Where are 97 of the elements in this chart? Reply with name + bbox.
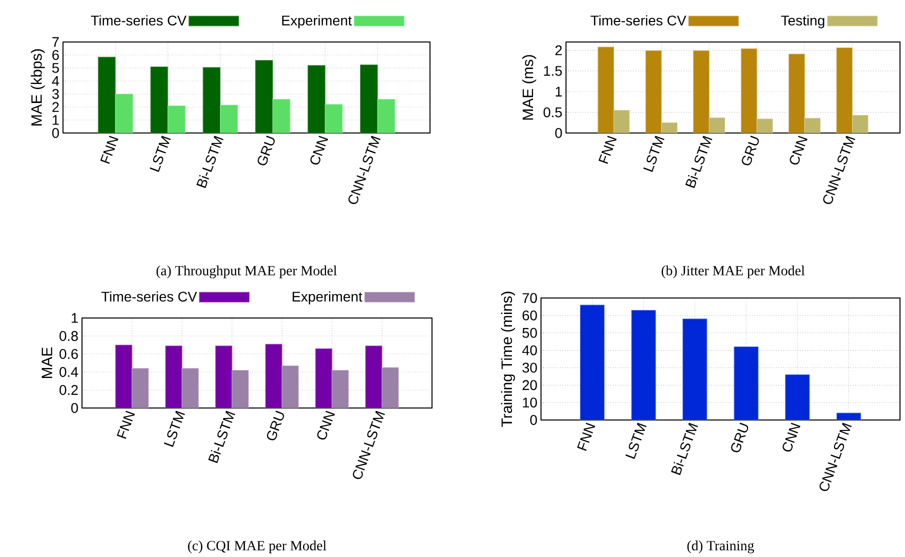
bar [332, 370, 349, 408]
y-tick-label: 7 [52, 37, 59, 48]
bar [785, 374, 810, 420]
bar [788, 54, 805, 134]
text: (b) Jitter MAE per Model [662, 266, 805, 278]
y-tick-label: 1 [556, 87, 562, 97]
bar [165, 346, 182, 408]
bar [115, 344, 132, 408]
y-tick-label: 10 [522, 398, 537, 408]
bar [804, 118, 821, 134]
x-tick-label: FNN [100, 136, 118, 164]
bar [598, 46, 614, 134]
bar [150, 66, 168, 134]
bar [613, 110, 630, 134]
x-tick-label: CNN [310, 136, 328, 165]
x-tick-label: CNN [782, 422, 800, 452]
x-tick-label: GRU [258, 136, 275, 166]
x-tick-label: CNN [317, 410, 335, 440]
bar [202, 67, 221, 134]
legend-label: Time-series CV [590, 15, 686, 26]
y-tick-label: 0 [71, 403, 78, 414]
bar [740, 48, 758, 134]
bar [734, 346, 758, 420]
x-tick-label: LSTM [150, 136, 171, 172]
y-tick-label: 0 [530, 415, 537, 426]
x-tick-label: LSTM [625, 422, 646, 460]
y-tick-label: 2 [555, 46, 562, 56]
y-tick-label: 2 [52, 102, 59, 112]
bar [168, 106, 186, 134]
bar [631, 310, 656, 420]
bar [132, 368, 149, 408]
bar [580, 304, 605, 420]
legend-label: Experiment [292, 292, 362, 305]
y-tick-label: 0.6 [60, 349, 78, 360]
y-tick-label: 0 [555, 128, 562, 138]
bar [360, 64, 378, 134]
y-tick-label: 70 [522, 293, 537, 304]
bar [182, 368, 199, 408]
bar [365, 346, 382, 408]
bar [693, 50, 710, 134]
y-tick-label: 50 [522, 328, 537, 338]
y-tick-label: 0.5 [544, 108, 562, 118]
y-axis-title: MAE [42, 348, 52, 378]
x-tick-label: GRU [266, 410, 284, 440]
bar [220, 104, 238, 134]
bar [708, 118, 726, 134]
y-tick-label: 0.8 [60, 331, 78, 342]
y-axis-title: MAE (kbps) [30, 49, 45, 126]
bar [315, 348, 332, 408]
y-tick-label: 0.2 [60, 385, 78, 396]
y-tick-label: 30 [522, 362, 537, 373]
bar [645, 50, 662, 134]
y-tick-label: 1 [72, 313, 78, 324]
bar [756, 118, 773, 134]
bar [115, 94, 133, 134]
y-tick-label: 60 [522, 310, 537, 321]
bar [308, 65, 326, 134]
x-tick-label: LSTM [164, 410, 185, 448]
bar [265, 344, 282, 408]
bar [98, 56, 116, 134]
y-tick-label: 40 [522, 346, 537, 356]
y-tick-label: 6 [52, 50, 59, 60]
y-axis-title: Training Time (mins) [501, 292, 516, 428]
bar [282, 366, 299, 408]
x-tick-label: FNN [598, 136, 617, 164]
bar [377, 99, 396, 134]
bar [382, 367, 399, 408]
legend-label: Testing [781, 15, 824, 28]
text: (c) CQI MAE per Model [188, 540, 326, 554]
bar [232, 370, 249, 408]
x-tick-label: GRU [742, 136, 759, 166]
legend-label: Time-series CV [90, 15, 186, 26]
bar [324, 104, 343, 134]
x-tick-label: GRU [731, 422, 748, 452]
x-tick-label: FNN [577, 422, 596, 452]
y-tick-label: 1 [52, 115, 59, 126]
y-tick-label: 4 [52, 76, 60, 86]
y-tick-label: 5 [52, 63, 59, 74]
y-tick-label: 0 [52, 128, 59, 138]
legend-label: Time-series CV [101, 292, 197, 302]
text: (a) Throughput MAE per Model [156, 266, 337, 278]
x-tick-label: LSTM [643, 136, 664, 172]
text: (d) Training [687, 540, 754, 554]
bar [852, 115, 868, 134]
x-tick-label: FNN [116, 410, 135, 440]
y-tick-label: 3 [52, 89, 59, 100]
y-tick-label: 0.4 [60, 367, 78, 378]
legend-label: Experiment [282, 15, 352, 28]
y-tick-label: 1.5 [544, 66, 562, 76]
x-tick-label: CNN [790, 136, 808, 165]
bar [682, 318, 708, 420]
bar [215, 346, 232, 408]
bar [255, 60, 273, 134]
bar [272, 99, 290, 134]
bar [836, 48, 853, 134]
y-axis-title: MAE (ms) [522, 55, 536, 120]
y-tick-label: 20 [522, 380, 537, 390]
